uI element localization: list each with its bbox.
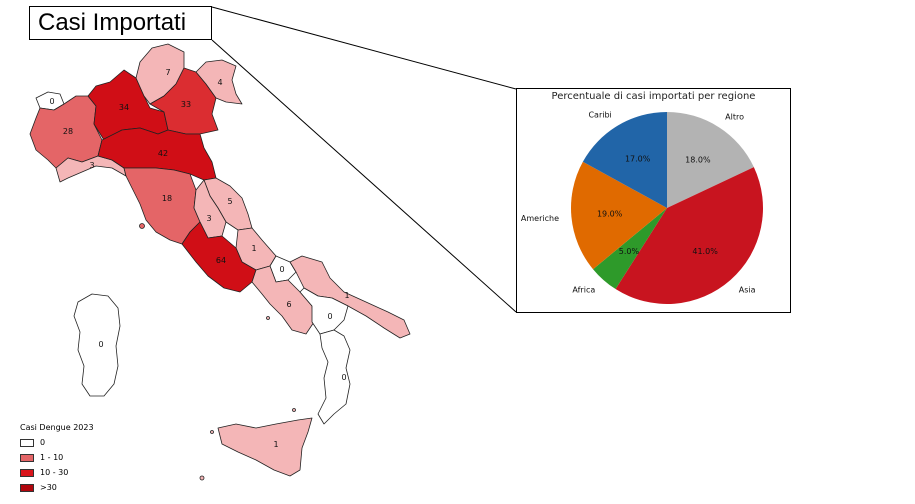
region-label: 1 bbox=[344, 291, 349, 300]
legend-swatch bbox=[20, 438, 34, 447]
region-label: 42 bbox=[158, 149, 168, 158]
pie-pct-label: 5.0% bbox=[619, 247, 640, 256]
region-sardegna[interactable] bbox=[73, 293, 121, 397]
pie-chart-title: Percentuale di casi importati per region… bbox=[551, 91, 756, 102]
legend-swatch bbox=[20, 453, 34, 462]
region-basilicata[interactable] bbox=[299, 287, 349, 335]
region-calabria[interactable] bbox=[317, 329, 351, 425]
pie-pct-label: 19.0% bbox=[597, 209, 623, 218]
legend-label: >30 bbox=[40, 483, 57, 492]
map-legend: Casi Dengue 2023 0 1 - 10 10 - 30 >30 bbox=[20, 423, 94, 495]
legend-item: 10 - 30 bbox=[20, 465, 94, 480]
pie-category-label: Africa bbox=[572, 285, 595, 294]
region-label: 6 bbox=[286, 300, 291, 309]
legend-label: 10 - 30 bbox=[40, 468, 69, 477]
island-eolie bbox=[292, 408, 296, 412]
pie-slice-africa bbox=[593, 208, 667, 290]
island-capri bbox=[266, 316, 270, 320]
legend-item: 1 - 10 bbox=[20, 450, 94, 465]
island-egadi bbox=[210, 430, 214, 434]
region-label: 18 bbox=[162, 194, 172, 203]
pie-category-label: Altro bbox=[725, 112, 744, 121]
legend-label: 0 bbox=[40, 438, 46, 447]
pie-slice-americhe bbox=[571, 161, 667, 270]
region-label: 7 bbox=[165, 68, 170, 77]
pie-category-label: Asia bbox=[739, 285, 756, 294]
pie-category-label: Americhe bbox=[521, 214, 559, 223]
region-label: 0 bbox=[49, 97, 54, 106]
region-label: 1 bbox=[273, 440, 278, 449]
pie-pct-label: 18.0% bbox=[685, 155, 711, 164]
pie-chart: 18.0% Altro 41.0% Asia 5.0% Africa 19.0% Americ… bbox=[521, 111, 763, 304]
page-title: Casi Importati bbox=[29, 6, 212, 40]
region-label: 5 bbox=[227, 197, 232, 206]
pie-category-label: Caribi bbox=[588, 111, 611, 120]
pie-slice-asia bbox=[615, 167, 763, 304]
region-label: 0 bbox=[341, 373, 346, 382]
legend-item: 0 bbox=[20, 435, 94, 450]
region-toscana[interactable] bbox=[123, 167, 201, 245]
region-label: 0 bbox=[279, 265, 284, 274]
region-label: 3 bbox=[89, 161, 94, 170]
region-sicilia[interactable] bbox=[217, 417, 313, 477]
region-label: 1 bbox=[251, 244, 256, 253]
region-label: 4 bbox=[217, 78, 222, 87]
pie-pct-label: 17.0% bbox=[625, 154, 651, 163]
region-label: 0 bbox=[327, 312, 332, 321]
pie-slice-caribi bbox=[582, 112, 667, 208]
region-label: 33 bbox=[181, 100, 191, 109]
region-label: 28 bbox=[63, 127, 73, 136]
pie-pct-label: 41.0% bbox=[692, 247, 718, 256]
connector-line-top bbox=[211, 6, 517, 90]
pie-slice-altro bbox=[667, 112, 754, 208]
region-friuli[interactable] bbox=[195, 59, 243, 105]
legend-swatch bbox=[20, 483, 34, 492]
region-label: 0 bbox=[98, 340, 103, 349]
region-lazio[interactable] bbox=[181, 221, 257, 293]
legend-swatch bbox=[20, 468, 34, 477]
region-label: 34 bbox=[119, 103, 129, 112]
legend-item: >30 bbox=[20, 480, 94, 495]
pie-chart-panel: 18.0% Altro 41.0% Asia 5.0% Africa 19.0% Americ… bbox=[516, 88, 791, 313]
legend-title: Casi Dengue 2023 bbox=[20, 423, 94, 432]
island-elba bbox=[139, 223, 145, 229]
region-label: 64 bbox=[216, 256, 226, 265]
island-pantelleria bbox=[199, 475, 205, 481]
region-label: 3 bbox=[206, 214, 211, 223]
connector-line-bottom bbox=[211, 39, 517, 313]
legend-label: 1 - 10 bbox=[40, 453, 64, 462]
region-umbria[interactable] bbox=[193, 179, 227, 239]
